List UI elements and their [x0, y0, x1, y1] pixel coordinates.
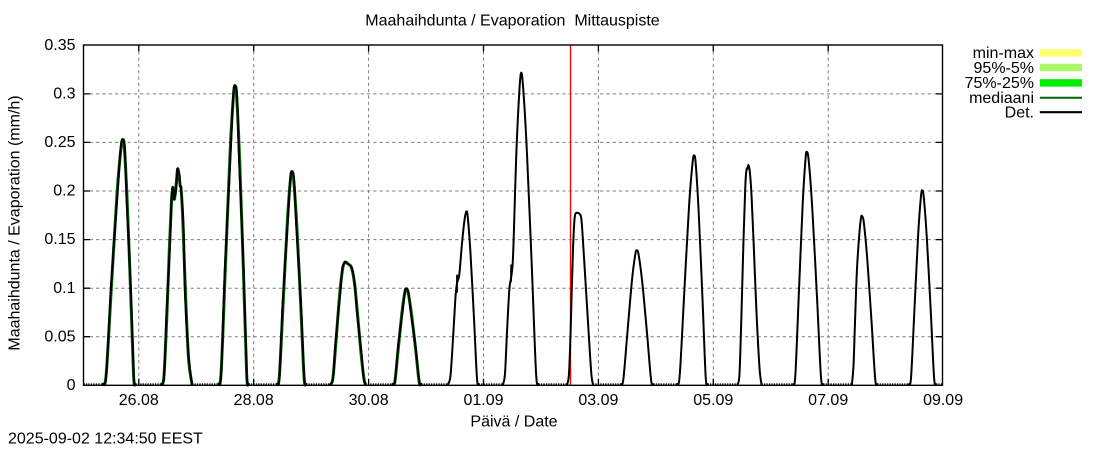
svg-text:Maahaihdunta / Evaporation (mm: Maahaihdunta / Evaporation (mm/h) — [7, 95, 24, 350]
svg-text:0.35: 0.35 — [44, 37, 75, 54]
svg-text:30.08: 30.08 — [349, 392, 389, 409]
svg-text:05.09: 05.09 — [693, 392, 733, 409]
svg-text:09.09: 09.09 — [923, 392, 963, 409]
svg-text:95%-5%: 95%-5% — [974, 60, 1034, 77]
svg-text:Päivä / Date: Päivä / Date — [470, 413, 557, 430]
svg-text:2025-09-02 12:34:50 EEST: 2025-09-02 12:34:50 EEST — [8, 431, 203, 448]
svg-text:mediaani: mediaani — [969, 90, 1034, 107]
svg-text:26.08: 26.08 — [119, 392, 159, 409]
svg-text:min-max: min-max — [973, 45, 1034, 62]
svg-text:0: 0 — [67, 377, 76, 394]
svg-text:Det.: Det. — [1005, 105, 1034, 122]
svg-text:0.25: 0.25 — [44, 134, 75, 151]
svg-text:0.05: 0.05 — [44, 328, 75, 345]
svg-text:28.08: 28.08 — [234, 392, 274, 409]
svg-text:Maahaihdunta / Evaporation Mi: Maahaihdunta / Evaporation Mittauspiste — [365, 13, 660, 30]
svg-text:0.1: 0.1 — [53, 280, 75, 297]
svg-text:0.3: 0.3 — [53, 86, 75, 103]
svg-text:75%-25%: 75%-25% — [965, 75, 1034, 92]
svg-text:03.09: 03.09 — [578, 392, 618, 409]
svg-text:0.2: 0.2 — [53, 183, 75, 200]
svg-text:01.09: 01.09 — [463, 392, 503, 409]
svg-text:07.09: 07.09 — [808, 392, 848, 409]
svg-text:0.15: 0.15 — [44, 231, 75, 248]
